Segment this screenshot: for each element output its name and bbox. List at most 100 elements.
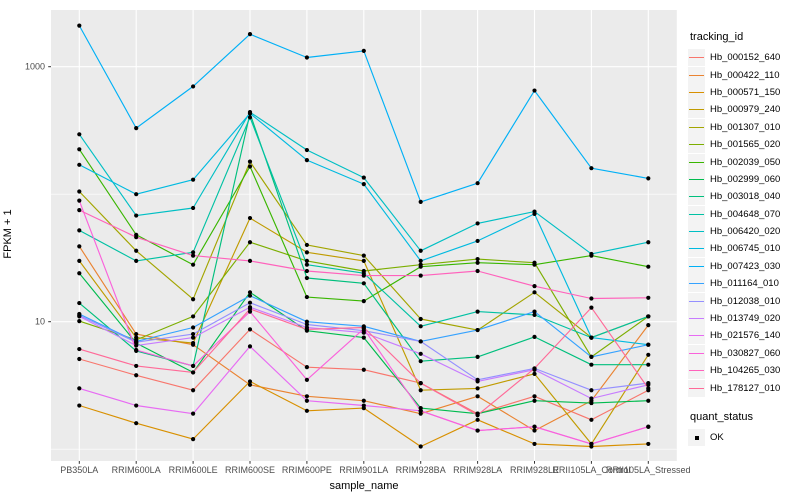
data-point [418, 273, 423, 278]
data-point [77, 189, 82, 194]
data-point [134, 373, 139, 378]
data-point [646, 176, 651, 181]
data-point [134, 213, 139, 218]
legend-label: Hb_104265_030 [710, 365, 781, 377]
data-point [532, 366, 537, 371]
data-point [77, 386, 82, 391]
data-point [191, 335, 196, 340]
data-point [134, 258, 139, 263]
data-point [304, 365, 309, 370]
legend-title-quant-status: quant_status [690, 410, 753, 423]
data-point [304, 394, 309, 399]
data-point [247, 344, 253, 349]
x-tick-label: RRII105LA_Control [552, 465, 630, 475]
legend-panel: tracking_id Hb_000152_640 Hb_000422_110 Hb… [688, 31, 800, 446]
data-point [532, 312, 537, 318]
legend-item: Hb_006420_020 [688, 223, 800, 241]
data-point [77, 314, 82, 319]
data-point [418, 388, 423, 393]
data-point [532, 211, 537, 217]
legend-item: Hb_006745_010 [688, 240, 800, 258]
x-tick-label: RRIM600LA [112, 465, 161, 475]
x-tick-label: RRIM928LE [510, 465, 559, 475]
data-point [418, 444, 423, 449]
legend-item: Hb_011164_010 [688, 275, 800, 293]
data-point [191, 297, 196, 302]
data-point [361, 273, 366, 278]
data-point [304, 408, 309, 413]
data-point [77, 198, 82, 203]
data-point [589, 251, 594, 257]
data-point [418, 324, 423, 329]
data-point [418, 264, 423, 269]
data-point [475, 238, 480, 244]
legend-key-line [688, 153, 705, 171]
data-point [418, 380, 423, 386]
legend-key-line [688, 118, 705, 136]
data-point [418, 258, 423, 263]
data-point [646, 424, 651, 429]
data-point [646, 382, 651, 387]
legend-label: Hb_001565_020 [710, 139, 781, 151]
data-point [304, 294, 309, 300]
legend-key-line [688, 344, 705, 362]
data-point [532, 398, 537, 403]
data-point [532, 262, 537, 267]
x-tick-label: RRIM928LA [453, 465, 502, 475]
data-point [247, 215, 253, 221]
data-point [646, 295, 651, 300]
data-point [589, 166, 594, 171]
legend-key-line [688, 292, 705, 310]
legend-key-line [688, 240, 705, 258]
data-point [77, 228, 82, 233]
data-point [77, 23, 82, 28]
x-tick-label: PB350LA [60, 465, 98, 475]
data-point [361, 403, 366, 408]
legend-title-tracking-id: tracking_id [690, 31, 744, 43]
legend-item: Hb_003018_040 [688, 188, 800, 206]
data-point [77, 319, 82, 324]
data-point [247, 240, 253, 245]
legend-key-line [688, 257, 705, 275]
legend-label: Hb_178127_010 [710, 382, 781, 394]
ok-point-marker [688, 429, 705, 446]
legend-label: Hb_002039_050 [710, 156, 781, 168]
legend-item-ok: OK [688, 429, 800, 446]
data-point [191, 177, 196, 182]
legend-item: Hb_002999_060 [688, 170, 800, 188]
data-point [247, 382, 253, 387]
y-tick-label: 1000 [25, 62, 45, 72]
data-point [589, 362, 594, 367]
legend-item: Hb_178127_010 [688, 379, 800, 397]
data-point [77, 403, 82, 408]
data-point [418, 316, 423, 322]
data-point [304, 322, 309, 327]
data-point [191, 253, 196, 258]
data-point [134, 192, 139, 197]
data-point [361, 48, 366, 54]
legend-key-line [688, 379, 705, 397]
data-point [475, 428, 480, 433]
legend-label: Hb_011164_010 [710, 278, 779, 290]
x-tick-label: RRIM901LA [339, 465, 388, 475]
legend-label-ok: OK [710, 432, 724, 443]
data-point [304, 268, 309, 274]
legend-key-line [688, 101, 705, 119]
data-point [304, 258, 309, 263]
data-point [361, 175, 366, 180]
data-point [532, 284, 537, 289]
data-point [532, 290, 537, 295]
legend-key-line [688, 362, 705, 380]
data-point [418, 339, 423, 344]
data-point [304, 55, 309, 60]
data-point [589, 396, 594, 401]
y-axis-title: FPKM + 1 [2, 209, 14, 259]
data-point [532, 424, 537, 429]
x-tick-label: RRIM600SE [225, 465, 275, 475]
legend-key-line [688, 83, 705, 101]
data-point [475, 221, 480, 226]
legend-key-line [688, 136, 705, 154]
data-point [361, 367, 366, 372]
legend-label: Hb_000979_240 [710, 104, 781, 116]
